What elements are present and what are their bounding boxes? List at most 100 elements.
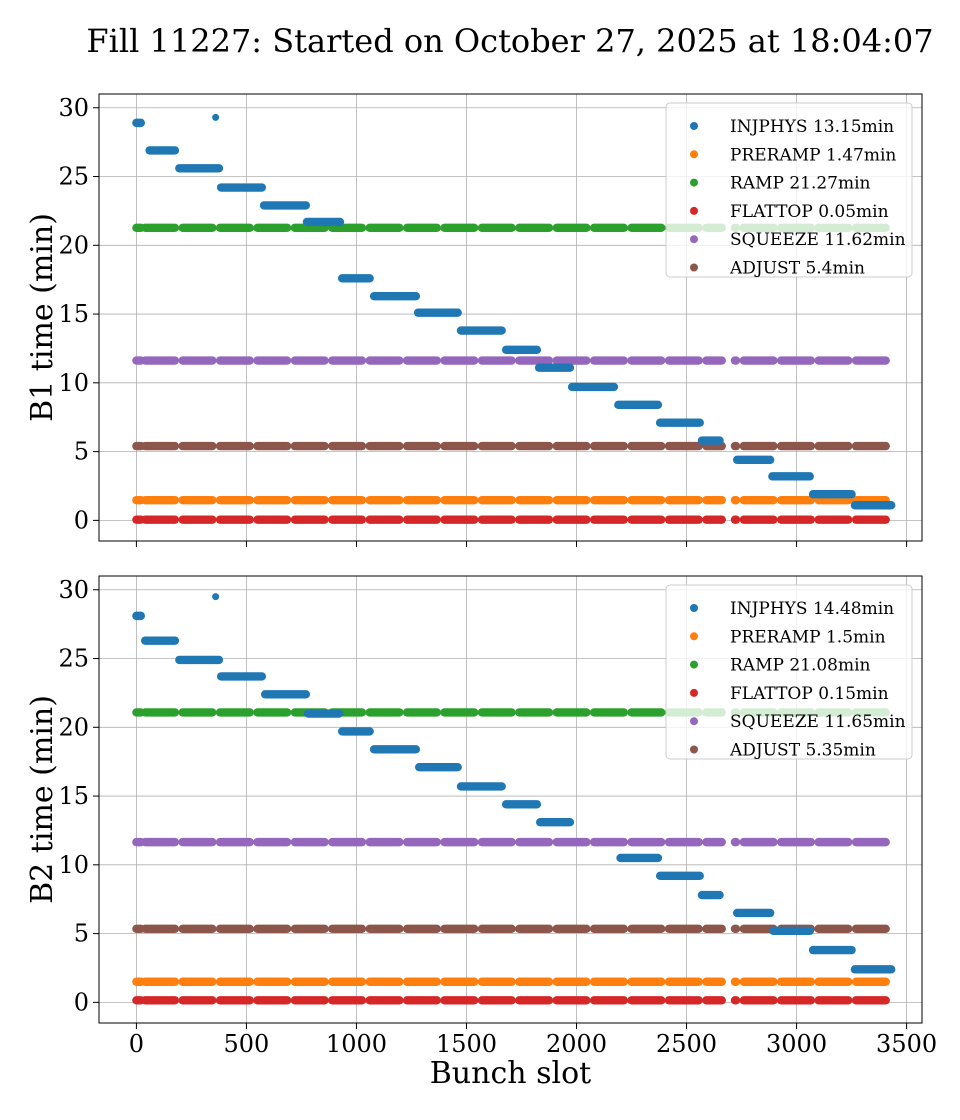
b2-injphys-points xyxy=(175,655,224,665)
b2-panel: INJPHYS 14.48min PRERAMP 1.5min RAMP 21.08… xyxy=(25,575,937,1091)
b2-preramp-points xyxy=(627,977,666,986)
b2-x-tick-label: 1500 xyxy=(436,1030,497,1058)
b2-ticks: 0 5 10 15 20 25 30 0 500 1000 1500 2000 2500 3000 3500 xyxy=(58,576,937,1058)
b2-adjust-points xyxy=(253,924,292,933)
b2-legend-marker-preramp xyxy=(690,632,698,641)
b1-squeeze-points xyxy=(739,356,778,365)
b2-squeeze-points xyxy=(253,837,292,847)
b1-preramp-points xyxy=(253,495,292,505)
b1-ramp-points xyxy=(552,223,591,233)
b2-injphys-points xyxy=(303,709,344,718)
b2-adjust-points xyxy=(702,924,726,933)
b2-flattop-points xyxy=(290,996,329,1005)
b1-injphys-points xyxy=(369,291,421,301)
b2-injphys-points xyxy=(536,817,575,827)
b1-legend-marker-adjust xyxy=(690,263,698,272)
b2-squeeze-points xyxy=(328,837,367,847)
b2-injphys-points xyxy=(141,636,180,645)
b1-squeeze-points xyxy=(664,356,703,365)
b1-preramp-points xyxy=(141,495,180,505)
b1-ramp-points xyxy=(627,223,666,233)
b1-adjust-points xyxy=(440,441,479,451)
b2-injphys-points xyxy=(769,926,814,936)
b1-adjust-points xyxy=(365,441,404,451)
b1-legend-label-squeeze: SQUEEZE 11.62min xyxy=(730,230,906,250)
b2-injphys-points xyxy=(850,965,896,974)
b2-injphys-points xyxy=(697,890,724,900)
b2-flattop-points xyxy=(440,996,479,1005)
b2-flattop-points xyxy=(627,996,666,1005)
b1-squeeze-points xyxy=(851,356,890,365)
b1-squeeze-points xyxy=(365,356,404,365)
b1-y-tick-label: 25 xyxy=(58,163,89,191)
b2-legend-marker-injphys xyxy=(690,604,698,612)
b1-squeeze-points xyxy=(627,356,666,365)
b1-y-tick-label: 10 xyxy=(58,369,89,397)
b1-squeeze-points xyxy=(776,356,816,365)
b1-preramp-points xyxy=(402,495,441,505)
b1-squeeze-points xyxy=(215,356,254,365)
b2-ramp-points xyxy=(552,708,591,717)
b1-injphys-points xyxy=(259,201,311,210)
b1-flattop-points xyxy=(328,515,367,524)
b2-x-tick-label: 2000 xyxy=(546,1030,607,1058)
b1-legend-marker-ramp xyxy=(690,178,698,187)
b2-adjust-points xyxy=(215,924,254,933)
b2-legend-label-ramp: RAMP 21.08min xyxy=(730,656,871,676)
b2-ramp-points xyxy=(440,708,479,717)
b2-adjust-points xyxy=(739,924,778,933)
b2-axes-frame xyxy=(98,575,923,1024)
b2-injphys-points xyxy=(616,853,663,863)
b1-adjust-points xyxy=(664,441,703,451)
b1-flattop-points xyxy=(141,515,180,524)
b2-x-tick-label: 3500 xyxy=(876,1030,937,1058)
b1-panel: INJPHYS 13.15min PRERAMP 1.47min RAMP 21.2… xyxy=(25,93,923,547)
b2-adjust-points xyxy=(730,924,741,933)
b2-flattop-points xyxy=(402,996,441,1005)
b1-preramp-points xyxy=(365,495,404,505)
b2-injphys-points xyxy=(260,690,311,699)
b2-ramp-points xyxy=(627,708,666,717)
b1-ramp-points xyxy=(253,223,292,233)
b2-legend-label-adjust: ADJUST 5.35min xyxy=(729,741,876,761)
b1-adjust-points xyxy=(851,441,890,451)
b1-adjust-points xyxy=(215,441,254,451)
b2-y-tick-label: 20 xyxy=(58,713,89,741)
b1-injphys-points xyxy=(534,363,575,372)
b1-preramp-points xyxy=(477,495,516,505)
b1-flattop-points xyxy=(178,515,217,524)
b1-squeeze-points xyxy=(515,356,554,365)
b2-x-tick-label: 3000 xyxy=(766,1030,827,1058)
b1-flattop-points xyxy=(589,515,629,524)
b1-legend-marker-flattop xyxy=(690,206,698,215)
b2-flattop-points xyxy=(664,996,703,1005)
b1-injphys-points xyxy=(175,164,224,173)
b2-ramp-points xyxy=(178,708,217,717)
b2-squeeze-points xyxy=(664,837,703,847)
b1-squeeze-points xyxy=(328,356,367,365)
b1-injphys-points xyxy=(614,400,663,410)
b1-adjust-points xyxy=(739,441,778,451)
b2-preramp-points xyxy=(328,977,367,986)
b1-preramp-points xyxy=(627,495,666,505)
b2-squeeze-points xyxy=(730,837,741,847)
b1-flattop-points xyxy=(776,515,816,524)
b2-adjust-points xyxy=(365,924,404,933)
b2-preramp-points xyxy=(851,977,890,986)
b2-x-tick-label: 1000 xyxy=(326,1030,387,1058)
b1-legend-label-flattop: FLATTOP 0.05min xyxy=(730,202,889,222)
b1-ramp-points xyxy=(215,223,254,233)
b2-injphys-points xyxy=(808,945,856,955)
b1-flattop-points xyxy=(814,515,853,524)
b1-flattop-points xyxy=(290,515,329,524)
b2-y-axis-label: B2 time (min) xyxy=(25,695,60,904)
b1-preramp-points xyxy=(664,495,703,505)
b2-flattop-points xyxy=(477,996,516,1005)
b2-preramp-points xyxy=(215,977,254,986)
b1-adjust-points xyxy=(814,441,853,451)
b2-ramp-points xyxy=(253,708,292,717)
b2-legend-marker-adjust xyxy=(690,745,698,754)
b1-axes-frame xyxy=(98,93,923,542)
b1-adjust-points xyxy=(477,441,516,451)
b1-preramp-points xyxy=(328,495,367,505)
